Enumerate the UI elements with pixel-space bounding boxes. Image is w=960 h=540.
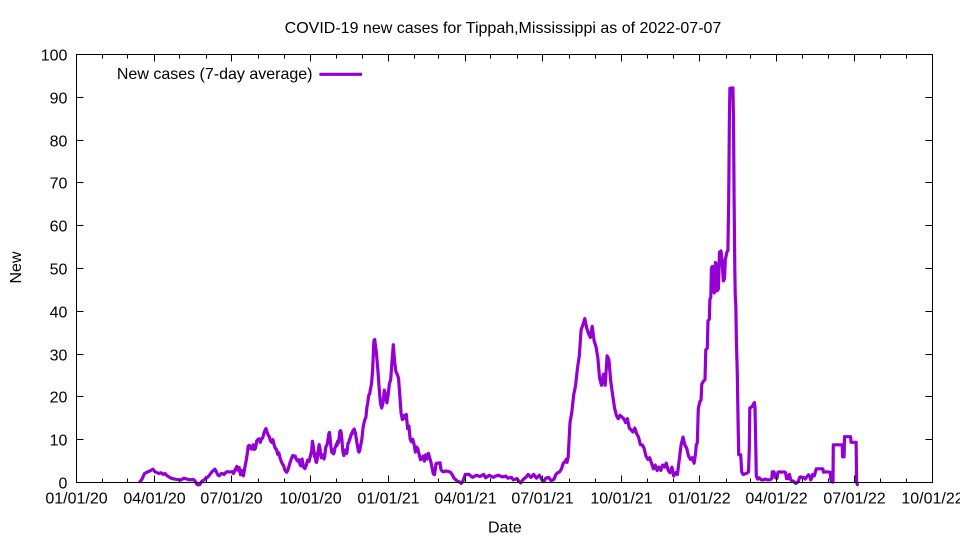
svg-text:New cases (7-day average): New cases (7-day average) [117, 66, 313, 83]
svg-text:10/01/21: 10/01/21 [590, 491, 652, 508]
svg-text:07/01/21: 07/01/21 [511, 491, 573, 508]
svg-text:New: New [8, 251, 25, 283]
svg-text:07/01/20: 07/01/20 [200, 491, 262, 508]
svg-text:90: 90 [50, 90, 68, 107]
svg-text:0: 0 [58, 475, 67, 492]
svg-text:30: 30 [50, 347, 68, 364]
svg-text:10/01/22: 10/01/22 [901, 491, 960, 508]
svg-text:80: 80 [50, 133, 68, 150]
svg-text:04/01/22: 04/01/22 [745, 491, 807, 508]
svg-text:40: 40 [50, 304, 68, 321]
svg-text:Date: Date [488, 520, 522, 537]
svg-text:20: 20 [50, 389, 68, 406]
svg-text:04/01/21: 04/01/21 [434, 491, 496, 508]
svg-text:10: 10 [50, 432, 68, 449]
svg-text:07/01/22: 07/01/22 [823, 491, 885, 508]
svg-text:04/01/20: 04/01/20 [123, 491, 185, 508]
svg-text:70: 70 [50, 175, 68, 192]
svg-text:50: 50 [50, 261, 68, 278]
svg-text:60: 60 [50, 218, 68, 235]
svg-text:01/01/20: 01/01/20 [45, 491, 107, 508]
svg-text:01/01/21: 01/01/21 [357, 491, 419, 508]
svg-text:01/01/22: 01/01/22 [668, 491, 730, 508]
svg-text:COVID-19 new cases for Tippah,: COVID-19 new cases for Tippah,Mississipp… [285, 20, 722, 37]
svg-text:10/01/20: 10/01/20 [279, 491, 341, 508]
svg-text:100: 100 [41, 47, 68, 64]
